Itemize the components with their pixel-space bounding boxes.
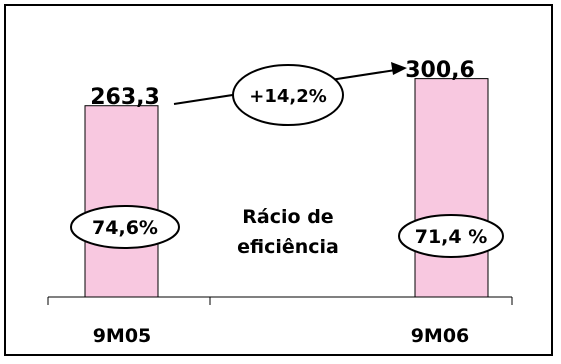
value-label-9m06: 300,6 — [405, 58, 475, 83]
bar-9m06 — [414, 78, 489, 298]
bar-9m05 — [84, 105, 159, 298]
efficiency-label-9m05: 74,6% — [92, 217, 158, 239]
category-label-9m05: 9M05 — [93, 325, 152, 347]
efficiency-label-9m06: 71,4 % — [415, 226, 488, 248]
growth-ellipse — [232, 64, 344, 126]
growth-arrow-head — [391, 62, 407, 75]
growth-label: +14,2% — [249, 86, 327, 107]
center-label-line-2: eficiência — [237, 236, 339, 258]
center-label-line-1: Rácio de — [242, 206, 333, 228]
efficiency-ellipse-9m05 — [70, 205, 180, 249]
efficiency-ellipse-9m06 — [398, 214, 504, 258]
category-label-9m06: 9M06 — [411, 325, 470, 347]
value-label-9m05: 263,3 — [90, 85, 160, 110]
